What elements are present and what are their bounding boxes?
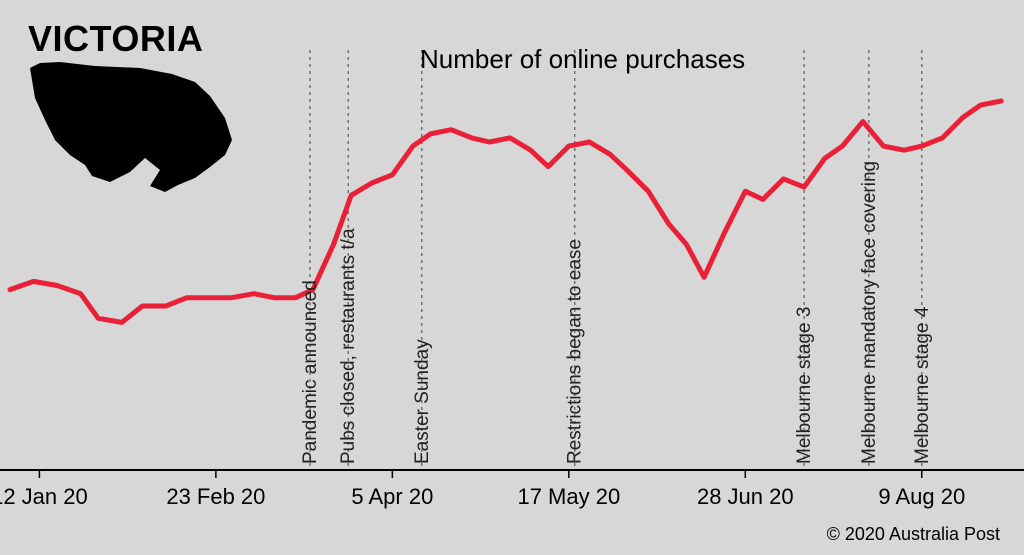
event-label: Easter Sunday bbox=[412, 339, 433, 464]
x-tick-label: 12 Jan 20 bbox=[0, 484, 88, 509]
event-label: Restrictions began to ease bbox=[565, 239, 586, 464]
x-tick-label: 23 Feb 20 bbox=[166, 484, 265, 509]
chart-subtitle: Number of online purchases bbox=[420, 44, 745, 75]
line-chart: 12 Jan 20 23 Feb 20 5 Apr 20 17 May 20 28 Ju… bbox=[0, 0, 1024, 555]
x-tick-label: 9 Aug 20 bbox=[878, 484, 965, 509]
copyright-text: © 2020 Australia Post bbox=[827, 524, 1000, 545]
victoria-map-icon bbox=[30, 62, 232, 192]
x-tick-label: 17 May 20 bbox=[517, 484, 620, 509]
event-gridlines bbox=[310, 50, 922, 470]
event-labels: Pandemic announced Pubs closed, restauran… bbox=[300, 161, 933, 464]
event-label: Pubs closed, restaurants t/a bbox=[338, 228, 359, 464]
x-tick-label: 5 Apr 20 bbox=[351, 484, 433, 509]
chart-title: VICTORIA bbox=[28, 18, 203, 60]
event-label: Melbourne stage 4 bbox=[912, 306, 933, 464]
chart-container: VICTORIA Number of online purchases 12 J… bbox=[0, 0, 1024, 555]
event-label: Melbourne mandatory face covering bbox=[859, 161, 880, 464]
x-tick-label: 28 Jun 20 bbox=[697, 484, 794, 509]
x-tick-labels: 12 Jan 20 23 Feb 20 5 Apr 20 17 May 20 28 Ju… bbox=[0, 470, 965, 509]
event-label: Melbourne stage 3 bbox=[794, 307, 815, 464]
event-label: Pandemic announced bbox=[300, 280, 321, 464]
